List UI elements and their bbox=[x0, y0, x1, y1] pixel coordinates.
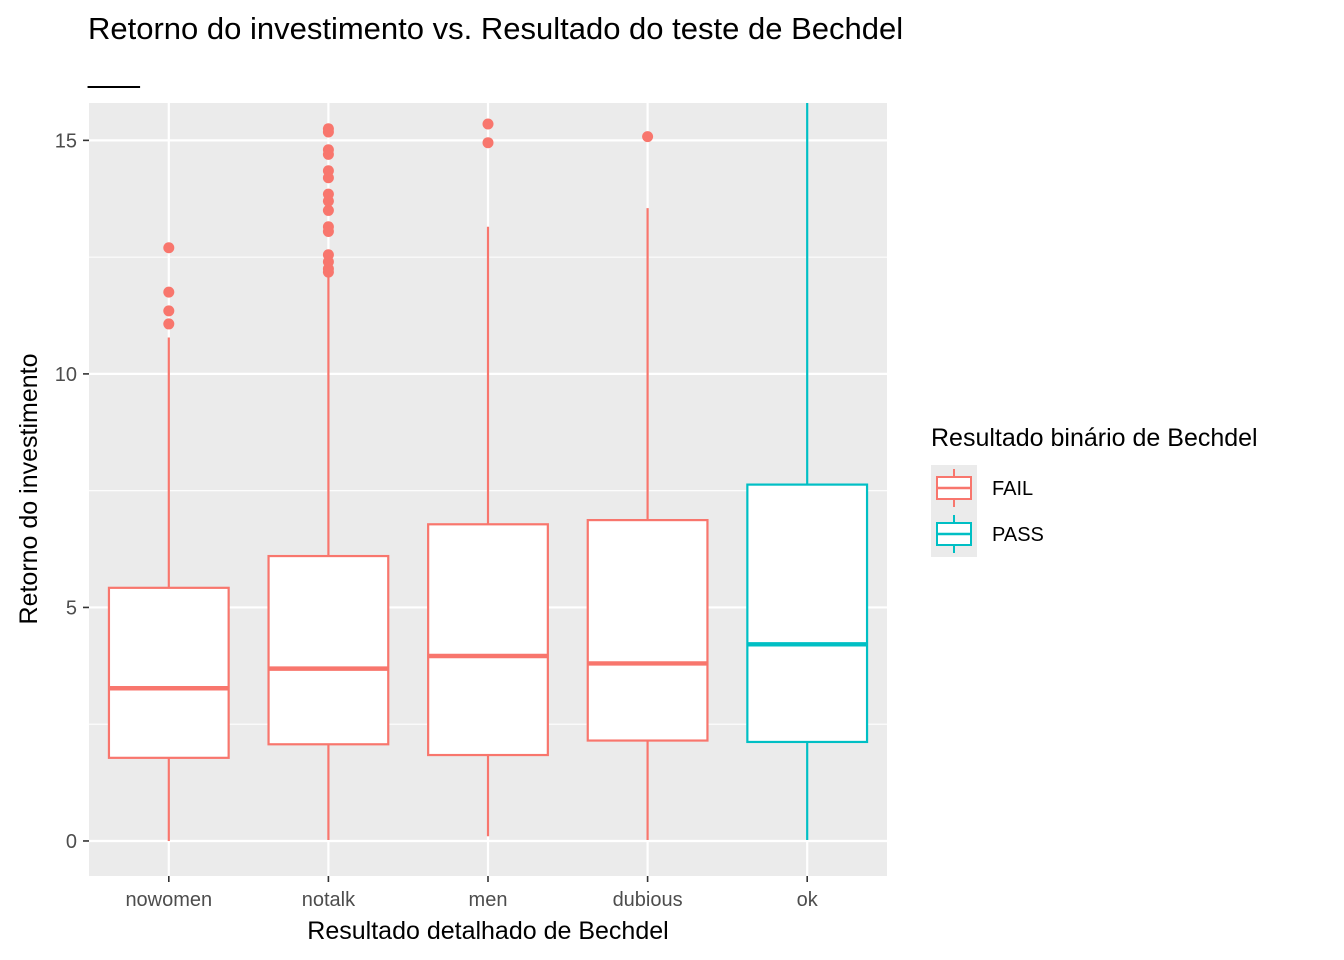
outlier-point bbox=[322, 165, 334, 177]
x-tick-label: notalk bbox=[302, 889, 356, 911]
outlier-point bbox=[322, 204, 334, 216]
outlier-point bbox=[482, 118, 494, 130]
outlier-point bbox=[163, 318, 175, 330]
box-iqr bbox=[267, 554, 390, 746]
box-iqr bbox=[107, 586, 230, 759]
x-axis: nowomen notalk men dubious ok bbox=[125, 876, 819, 911]
legend: Resultado binário de Bechdel FAIL PASS bbox=[931, 424, 1258, 557]
x-axis-title: Resultado detalhado de Bechdel bbox=[307, 917, 668, 945]
legend-label: FAIL bbox=[992, 478, 1033, 500]
outlier-point bbox=[163, 286, 175, 298]
x-tick-label: nowomen bbox=[125, 889, 212, 911]
legend-label: PASS bbox=[992, 524, 1044, 546]
box-ok bbox=[746, 103, 869, 841]
outlier-point bbox=[642, 131, 654, 143]
chart-title: Retorno do investimento vs. Resultado do… bbox=[88, 11, 903, 46]
x-tick-label: ok bbox=[797, 889, 819, 911]
outlier-point bbox=[322, 188, 334, 200]
box-men bbox=[427, 118, 549, 837]
outlier-point bbox=[322, 123, 334, 135]
outlier-point bbox=[163, 242, 175, 254]
outlier-point bbox=[322, 221, 334, 233]
chart-subtitle-mark: ___ bbox=[87, 54, 140, 89]
outlier-point bbox=[163, 305, 175, 317]
y-tick-label: 15 bbox=[55, 130, 77, 152]
y-tick-label: 10 bbox=[55, 364, 77, 386]
x-tick-label: men bbox=[469, 889, 508, 911]
box-nowomen bbox=[107, 242, 230, 841]
box-iqr bbox=[746, 483, 869, 744]
box-iqr bbox=[586, 518, 709, 742]
legend-entry-fail: FAIL bbox=[931, 465, 1033, 511]
outlier-point bbox=[482, 137, 494, 149]
y-tick-label: 5 bbox=[66, 597, 77, 619]
legend-title: Resultado binário de Bechdel bbox=[931, 424, 1258, 452]
x-tick-label: dubious bbox=[613, 889, 683, 911]
box-notalk bbox=[267, 123, 390, 841]
boxes-layer bbox=[107, 103, 869, 841]
box-dubious bbox=[586, 131, 709, 841]
y-axis: 0 5 10 15 bbox=[55, 130, 89, 853]
outlier-point bbox=[322, 249, 334, 261]
outlier-point bbox=[322, 144, 334, 156]
y-axis-title: Retorno do investimento bbox=[15, 354, 43, 625]
box-iqr bbox=[427, 523, 549, 757]
legend-entry-pass: PASS bbox=[931, 511, 1044, 557]
y-tick-label: 0 bbox=[66, 831, 77, 853]
